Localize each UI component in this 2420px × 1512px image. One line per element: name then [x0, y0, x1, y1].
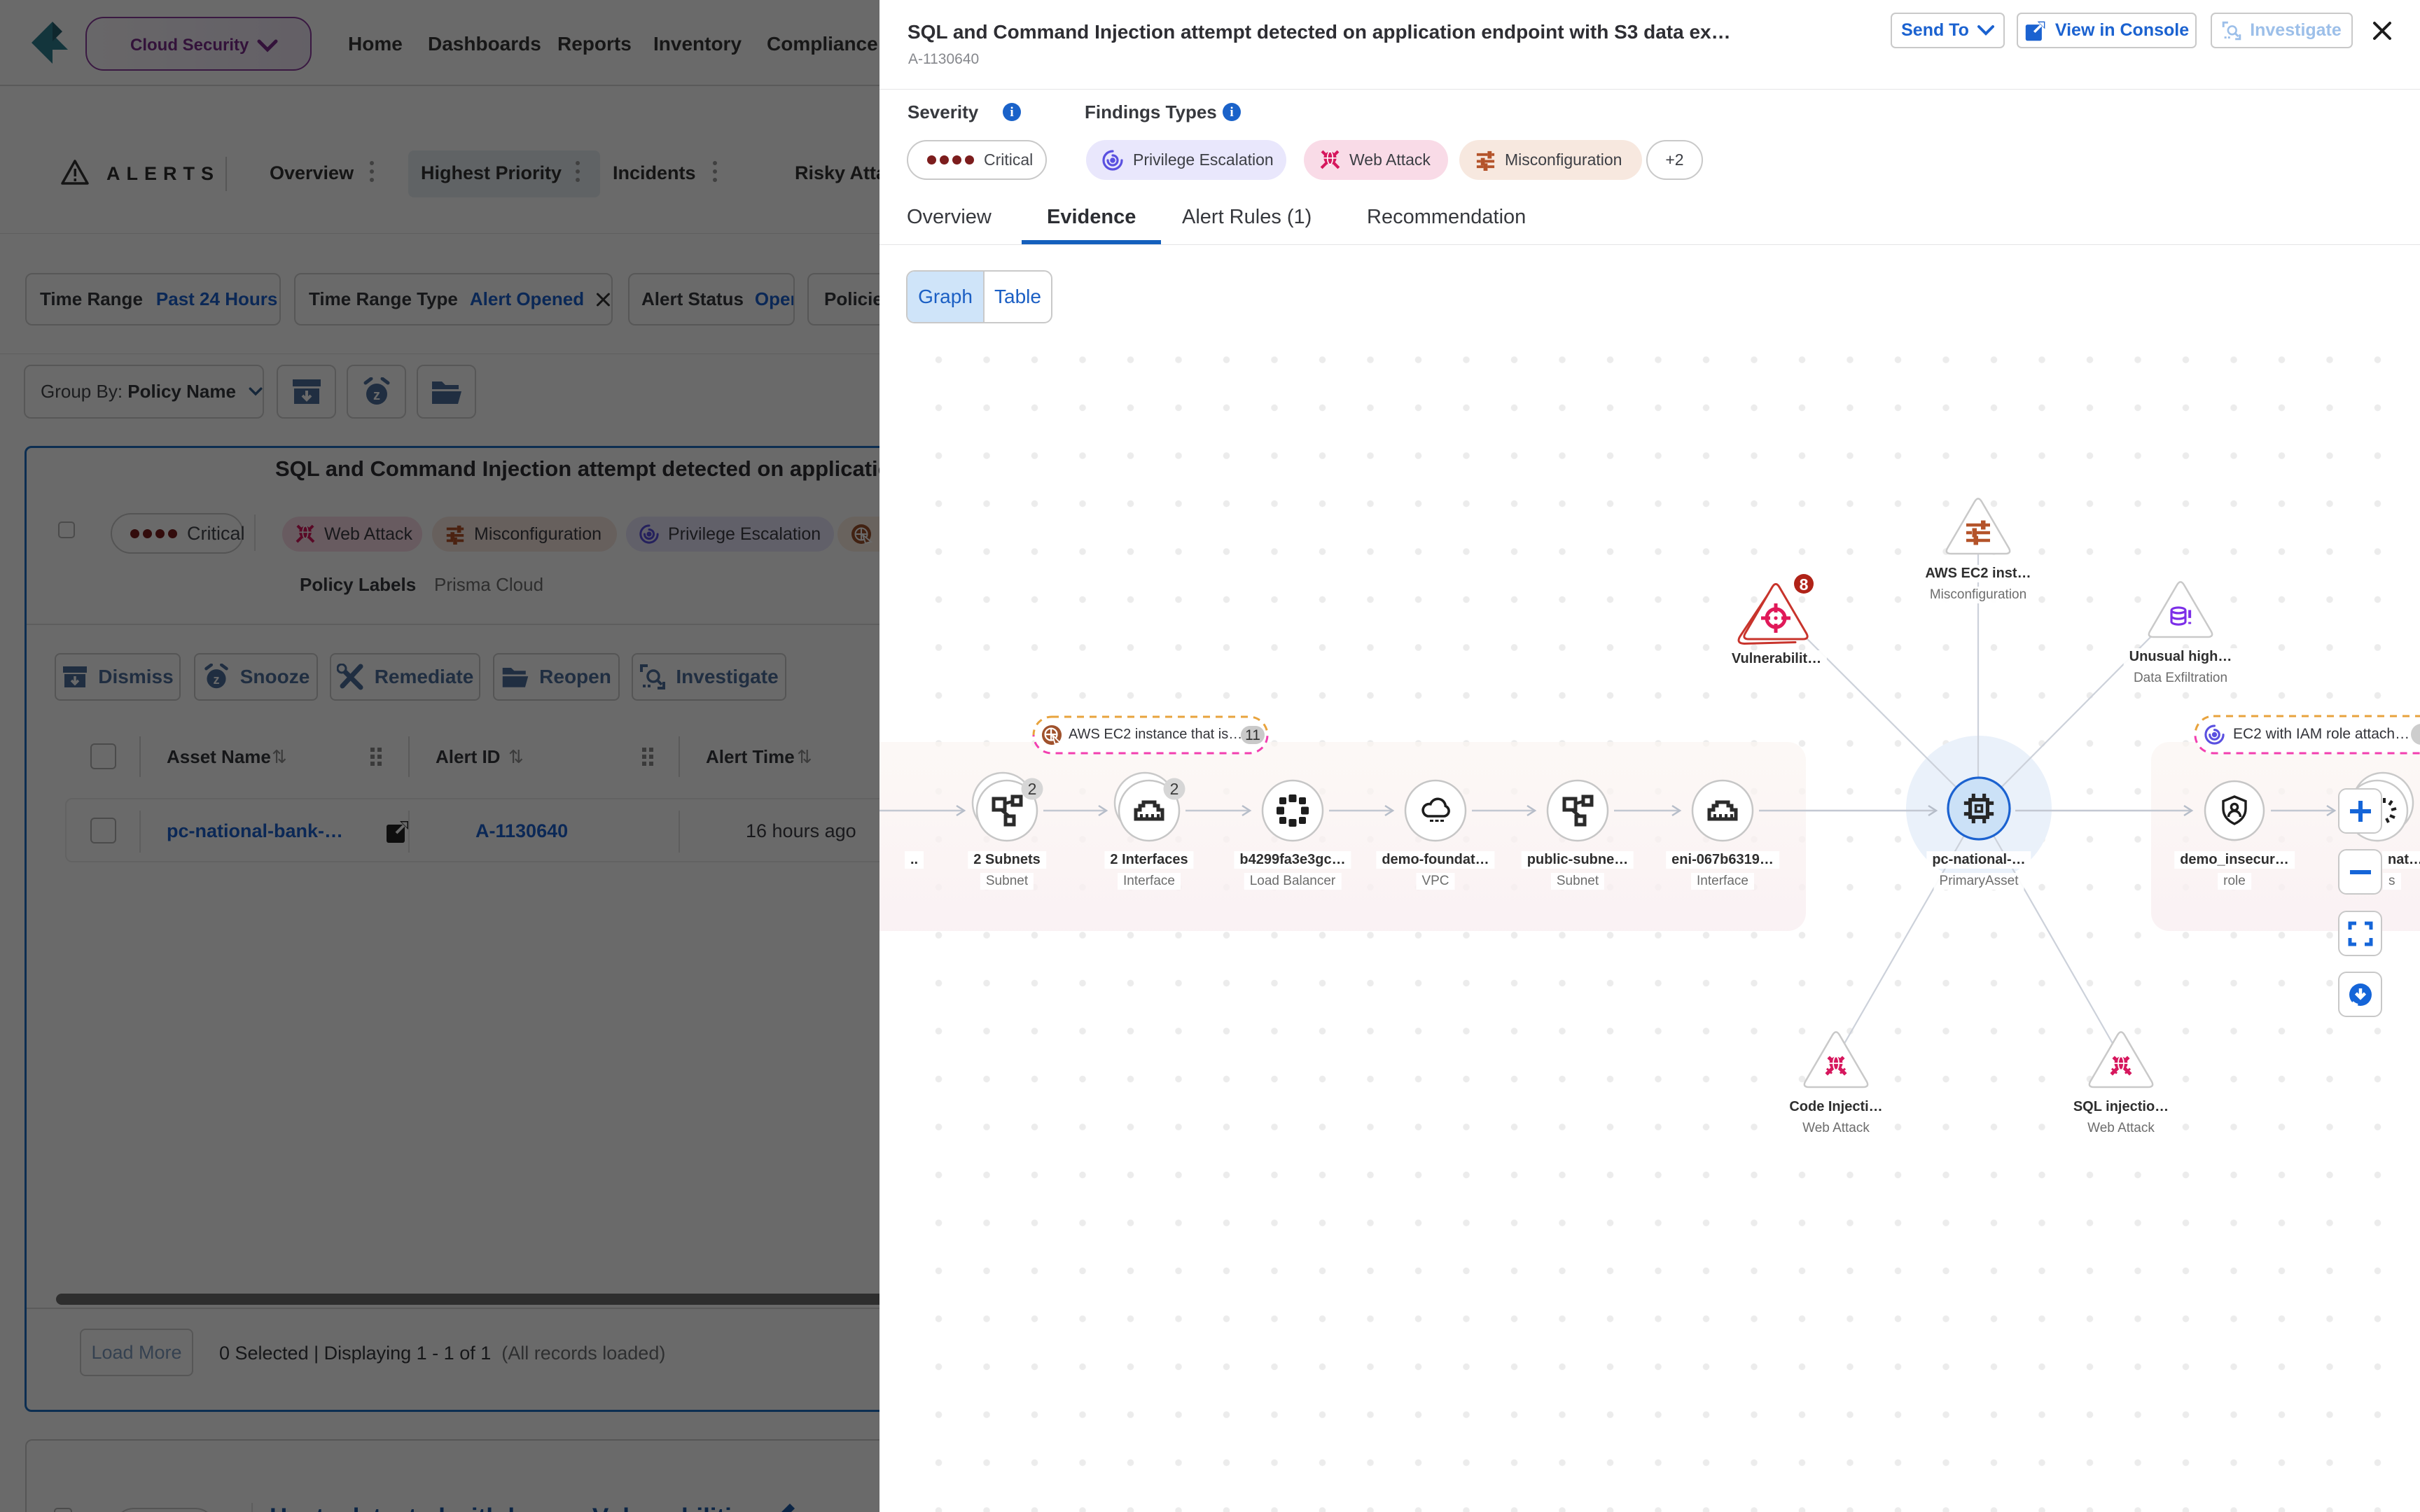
svg-text:2: 2 — [1028, 780, 1037, 798]
svg-text:2: 2 — [1170, 780, 1179, 798]
svg-text:8: 8 — [1800, 575, 1809, 594]
